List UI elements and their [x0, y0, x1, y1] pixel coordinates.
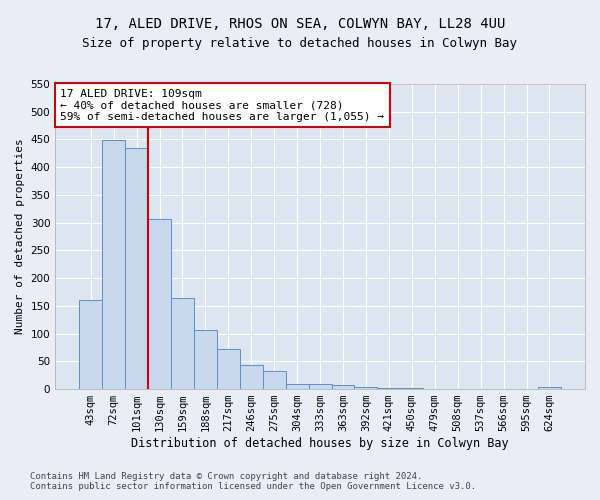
Bar	[355, 388, 377, 389]
Bar	[125, 148, 148, 389]
Bar	[171, 298, 194, 389]
Bar	[79, 300, 102, 389]
Text: Size of property relative to detached houses in Colwyn Bay: Size of property relative to detached ho…	[83, 38, 517, 51]
X-axis label: Distribution of detached houses by size in Colwyn Bay: Distribution of detached houses by size …	[131, 437, 509, 450]
Bar	[240, 364, 263, 389]
Text: 17 ALED DRIVE: 109sqm
← 40% of detached houses are smaller (728)
59% of semi-det: 17 ALED DRIVE: 109sqm ← 40% of detached …	[61, 88, 385, 122]
Bar	[148, 219, 171, 389]
Bar	[194, 330, 217, 389]
Bar	[286, 384, 308, 389]
Bar	[308, 384, 332, 389]
Bar	[400, 388, 423, 389]
Bar	[332, 384, 355, 389]
Bar	[263, 372, 286, 389]
Text: Contains public sector information licensed under the Open Government Licence v3: Contains public sector information licen…	[30, 482, 476, 491]
Text: Contains HM Land Registry data © Crown copyright and database right 2024.: Contains HM Land Registry data © Crown c…	[30, 472, 422, 481]
Bar	[446, 388, 469, 389]
Bar	[423, 388, 446, 389]
Bar	[538, 387, 561, 389]
Bar	[217, 348, 240, 389]
Y-axis label: Number of detached properties: Number of detached properties	[15, 138, 25, 334]
Bar	[377, 388, 400, 389]
Text: 17, ALED DRIVE, RHOS ON SEA, COLWYN BAY, LL28 4UU: 17, ALED DRIVE, RHOS ON SEA, COLWYN BAY,…	[95, 18, 505, 32]
Bar	[102, 140, 125, 389]
